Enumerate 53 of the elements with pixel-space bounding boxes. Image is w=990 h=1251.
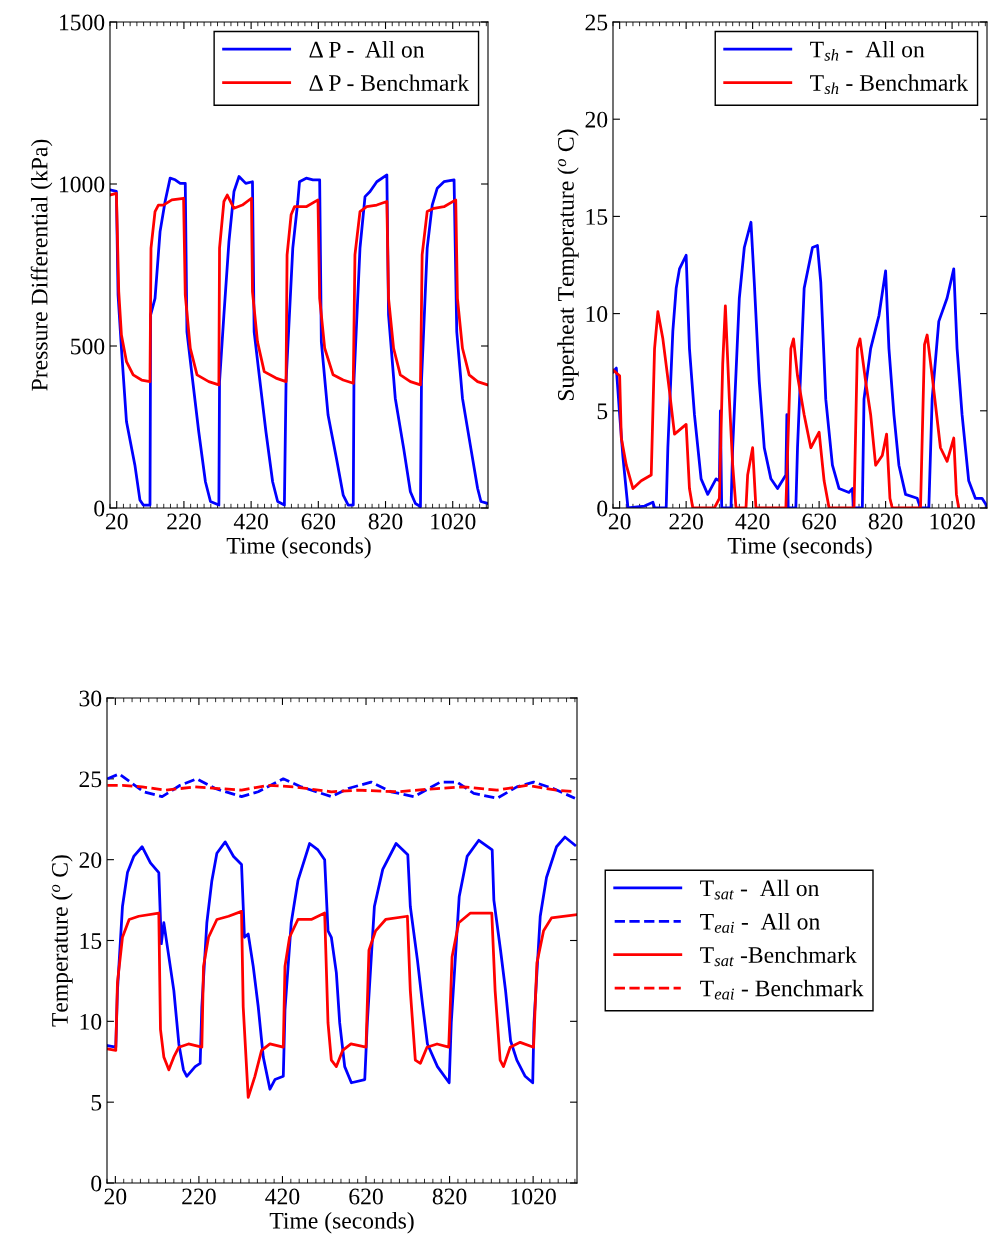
x-tick-label: 220 [182,1188,216,1205]
y-tick-label: 5 [91,1094,102,1111]
x-axis-title: Time (seconds) [226,537,371,559]
y-tick-label: 0 [91,1175,102,1192]
legend-label: T$_{eai}$ - Benchmark [700,979,864,1000]
y-tick-label: 0 [597,500,608,517]
x-axis-title: Time (seconds) [727,537,872,559]
line-series [613,304,961,508]
y-tick-label: 30 [79,690,102,707]
legend-label: T$_{sh}$ - All on [810,40,925,61]
x-tick-label: 820 [432,1188,467,1205]
x-tick-label: 820 [868,513,903,530]
y-tick-label: 25 [79,771,102,788]
y-tick-label: 20 [79,852,102,869]
line-series [107,772,577,800]
x-tick-label: 20 [104,1188,127,1205]
legend-label: T$_{sh}$ - Benchmark [810,74,969,95]
x-tick-label: 220 [167,513,201,530]
y-axis-title: Superheat Temperature ($^{o}$ C) [557,129,579,401]
x-axis-title: Time (seconds) [269,1212,414,1234]
x-tick-label: 820 [368,513,403,530]
y-tick-label: 15 [586,209,608,225]
x-tick-label: 620 [301,513,336,530]
x-tick-label: 420 [735,513,770,530]
y-tick-label: 0 [94,500,105,517]
x-tick-label: 420 [265,1188,300,1205]
y-tick-label: 1500 [59,14,105,31]
x-tick-label: 420 [233,513,268,530]
y-axis-title: Temperature ($^{o}$ C) [51,855,73,1027]
y-tick-label: 1000 [59,176,105,193]
legend-label: T$_{sat}$ -Benchmark [700,946,857,967]
legend-label: Δ P - All on [309,41,425,58]
y-tick-label: 10 [80,1013,102,1030]
x-tick-label: 220 [669,513,703,530]
line-series [107,910,577,1099]
y-tick-label: 10 [586,306,608,323]
x-tick-label: 1020 [930,513,975,530]
y-tick-label: 5 [597,403,608,420]
y-tick-label: 500 [71,338,105,355]
x-tick-label: 1020 [431,513,476,530]
y-tick-label: 15 [80,933,102,949]
y-tick-label: 25 [585,14,608,31]
legend-label: T$_{sat}$ - All on [700,879,820,900]
line-series [110,192,488,387]
x-tick-label: 620 [802,513,836,530]
y-axis-title: Pressure Differential (kPa) [30,139,53,391]
x-tick-label: 620 [349,1188,383,1205]
y-tick-label: 20 [585,111,608,128]
x-tick-label: 20 [105,513,128,530]
x-tick-label: 20 [608,513,631,530]
legend-label: T$_{eai}$ - All on [700,913,820,933]
x-tick-label: 1020 [511,1188,556,1205]
legend-label: Δ P - Benchmark [309,74,470,92]
